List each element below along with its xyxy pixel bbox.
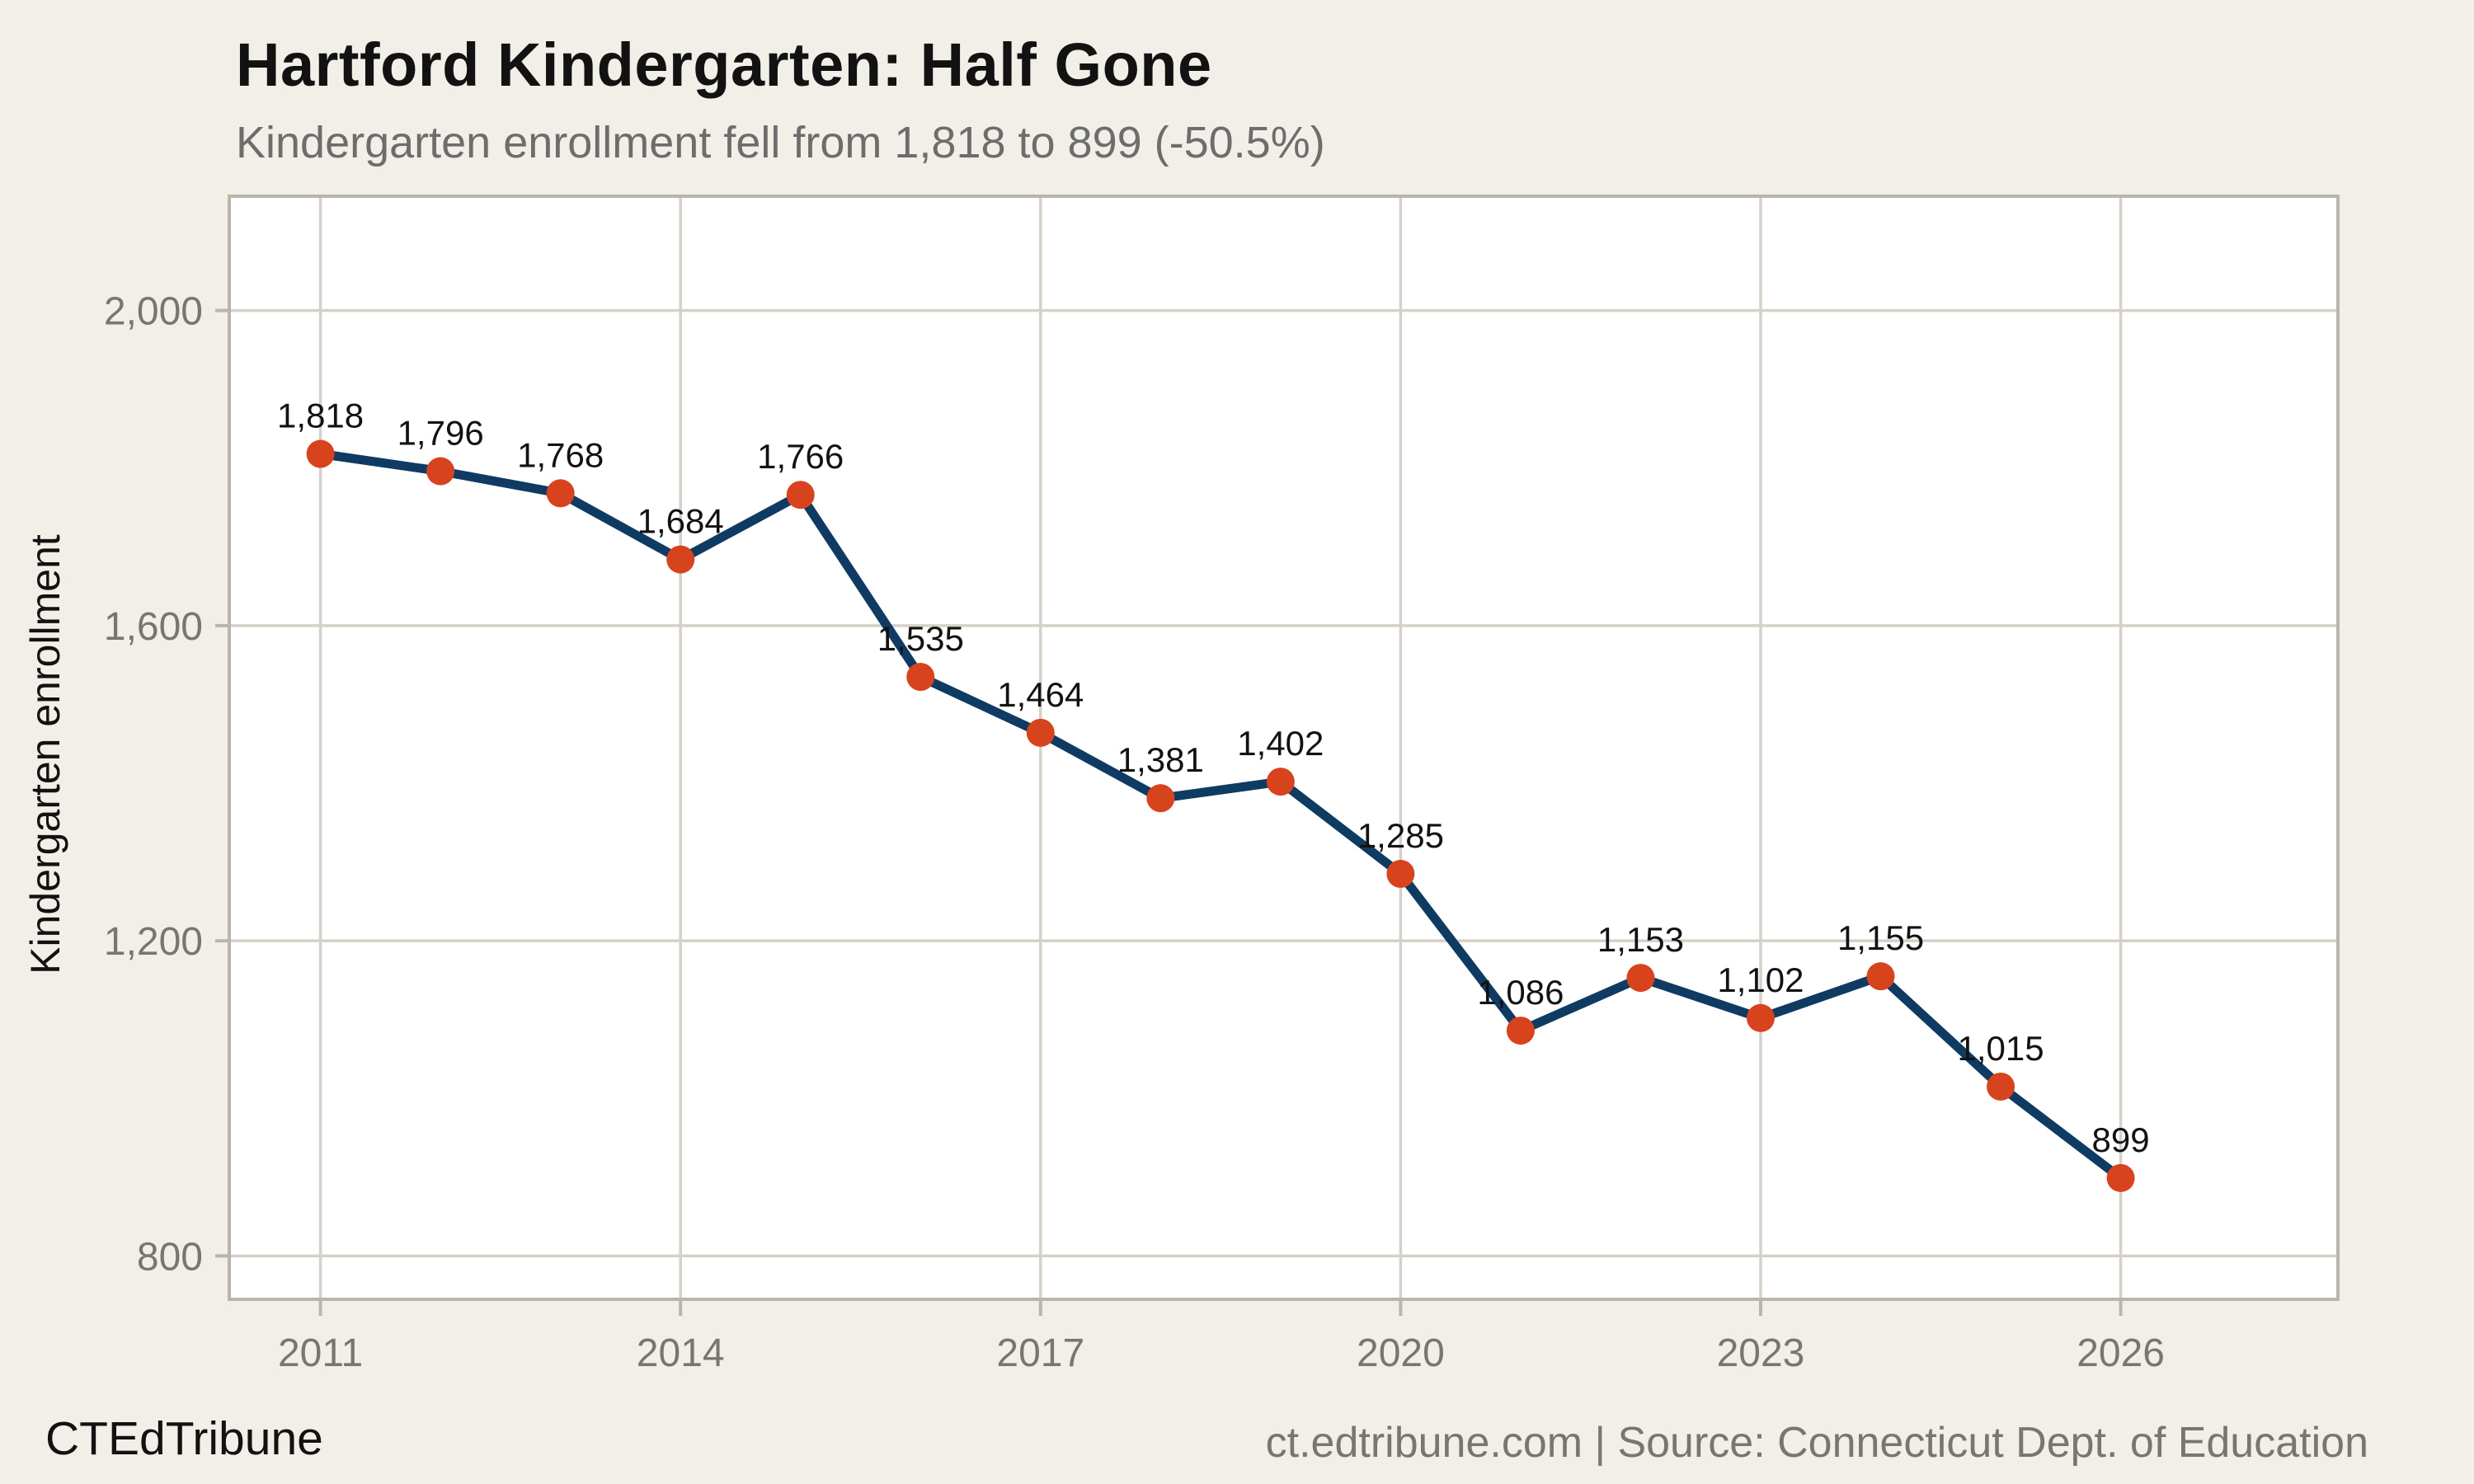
data-point <box>2106 1163 2135 1192</box>
x-tick-label: 2014 <box>637 1331 725 1375</box>
data-point-label: 1,285 <box>1357 816 1444 855</box>
data-point-label: 899 <box>2092 1120 2150 1159</box>
data-point-label: 1,381 <box>1117 740 1204 779</box>
data-point-label: 1,796 <box>397 414 484 453</box>
data-point-label: 1,535 <box>877 619 964 658</box>
data-point-label: 1,464 <box>997 675 1084 714</box>
x-tick-label: 2023 <box>1717 1331 1805 1375</box>
data-point <box>1866 962 1895 991</box>
data-point <box>546 479 575 508</box>
data-point <box>1266 768 1295 796</box>
data-point <box>1746 1003 1775 1032</box>
data-point <box>1626 964 1655 993</box>
data-point <box>1987 1072 2015 1101</box>
data-point <box>1506 1017 1535 1045</box>
data-point-label: 1,102 <box>1717 960 1804 999</box>
chart-title: Hartford Kindergarten: Half Gone <box>236 31 1212 99</box>
data-point-label: 1,684 <box>637 502 724 541</box>
plot-panel <box>229 196 2338 1299</box>
y-tick-label: 800 <box>137 1235 203 1279</box>
data-point-label: 1,155 <box>1837 918 1924 957</box>
data-point <box>1386 859 1415 888</box>
x-tick-label: 2020 <box>1357 1331 1445 1375</box>
x-tick-label: 2017 <box>996 1331 1084 1375</box>
x-tick-label: 2011 <box>278 1331 363 1375</box>
data-point <box>1026 718 1055 747</box>
plot-frame <box>228 195 2340 1301</box>
x-tick-label: 2026 <box>2077 1331 2165 1375</box>
y-tick-label: 1,600 <box>104 605 203 649</box>
data-point-label: 1,768 <box>517 435 604 474</box>
y-axis-title: Kindergarten enrollment <box>22 534 68 974</box>
data-point-label: 1,766 <box>757 437 844 476</box>
data-point-label: 1,402 <box>1237 724 1324 763</box>
data-point <box>1146 784 1175 813</box>
chart-subtitle: Kindergarten enrollment fell from 1,818 … <box>236 118 1325 167</box>
source-attribution: ct.edtribune.com | Source: Connecticut D… <box>1265 1419 2368 1467</box>
data-point <box>786 481 815 510</box>
publisher-logo-text: CTEdTribune <box>45 1412 323 1465</box>
data-point-label: 1,153 <box>1597 920 1684 959</box>
data-point <box>666 545 695 574</box>
y-tick-label: 2,000 <box>104 290 203 334</box>
y-tick-label: 1,200 <box>104 920 203 964</box>
data-point <box>306 439 335 468</box>
data-point <box>426 457 455 486</box>
data-point-label: 1,086 <box>1477 973 1564 1012</box>
data-point-label: 1,015 <box>1958 1029 2044 1068</box>
data-point <box>906 662 935 691</box>
enrollment-line <box>316 449 2126 1183</box>
data-point-label: 1,818 <box>277 397 364 435</box>
